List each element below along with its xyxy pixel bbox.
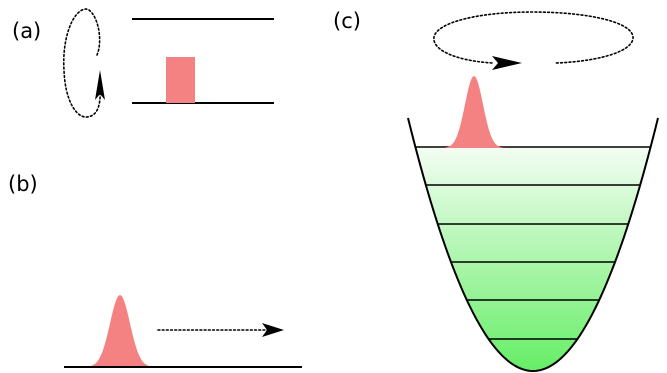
- panel-c: [407, 11, 659, 373]
- panel-c-label: (c): [333, 9, 361, 33]
- gaussian-packet-icon: [84, 295, 156, 367]
- loop-arrow-icon: [62, 8, 105, 118]
- harmonic-well-icon: [407, 117, 659, 373]
- panel-a: [62, 8, 274, 118]
- gaussian-packet-icon: [434, 76, 514, 148]
- right-arrow-icon: [157, 323, 284, 337]
- packet-rect-icon: [166, 57, 195, 103]
- panel-a-label: (a): [12, 19, 41, 43]
- orbit-arrow-icon: [433, 11, 634, 70]
- panel-b-label: (b): [8, 172, 38, 196]
- panel-b: [64, 295, 302, 368]
